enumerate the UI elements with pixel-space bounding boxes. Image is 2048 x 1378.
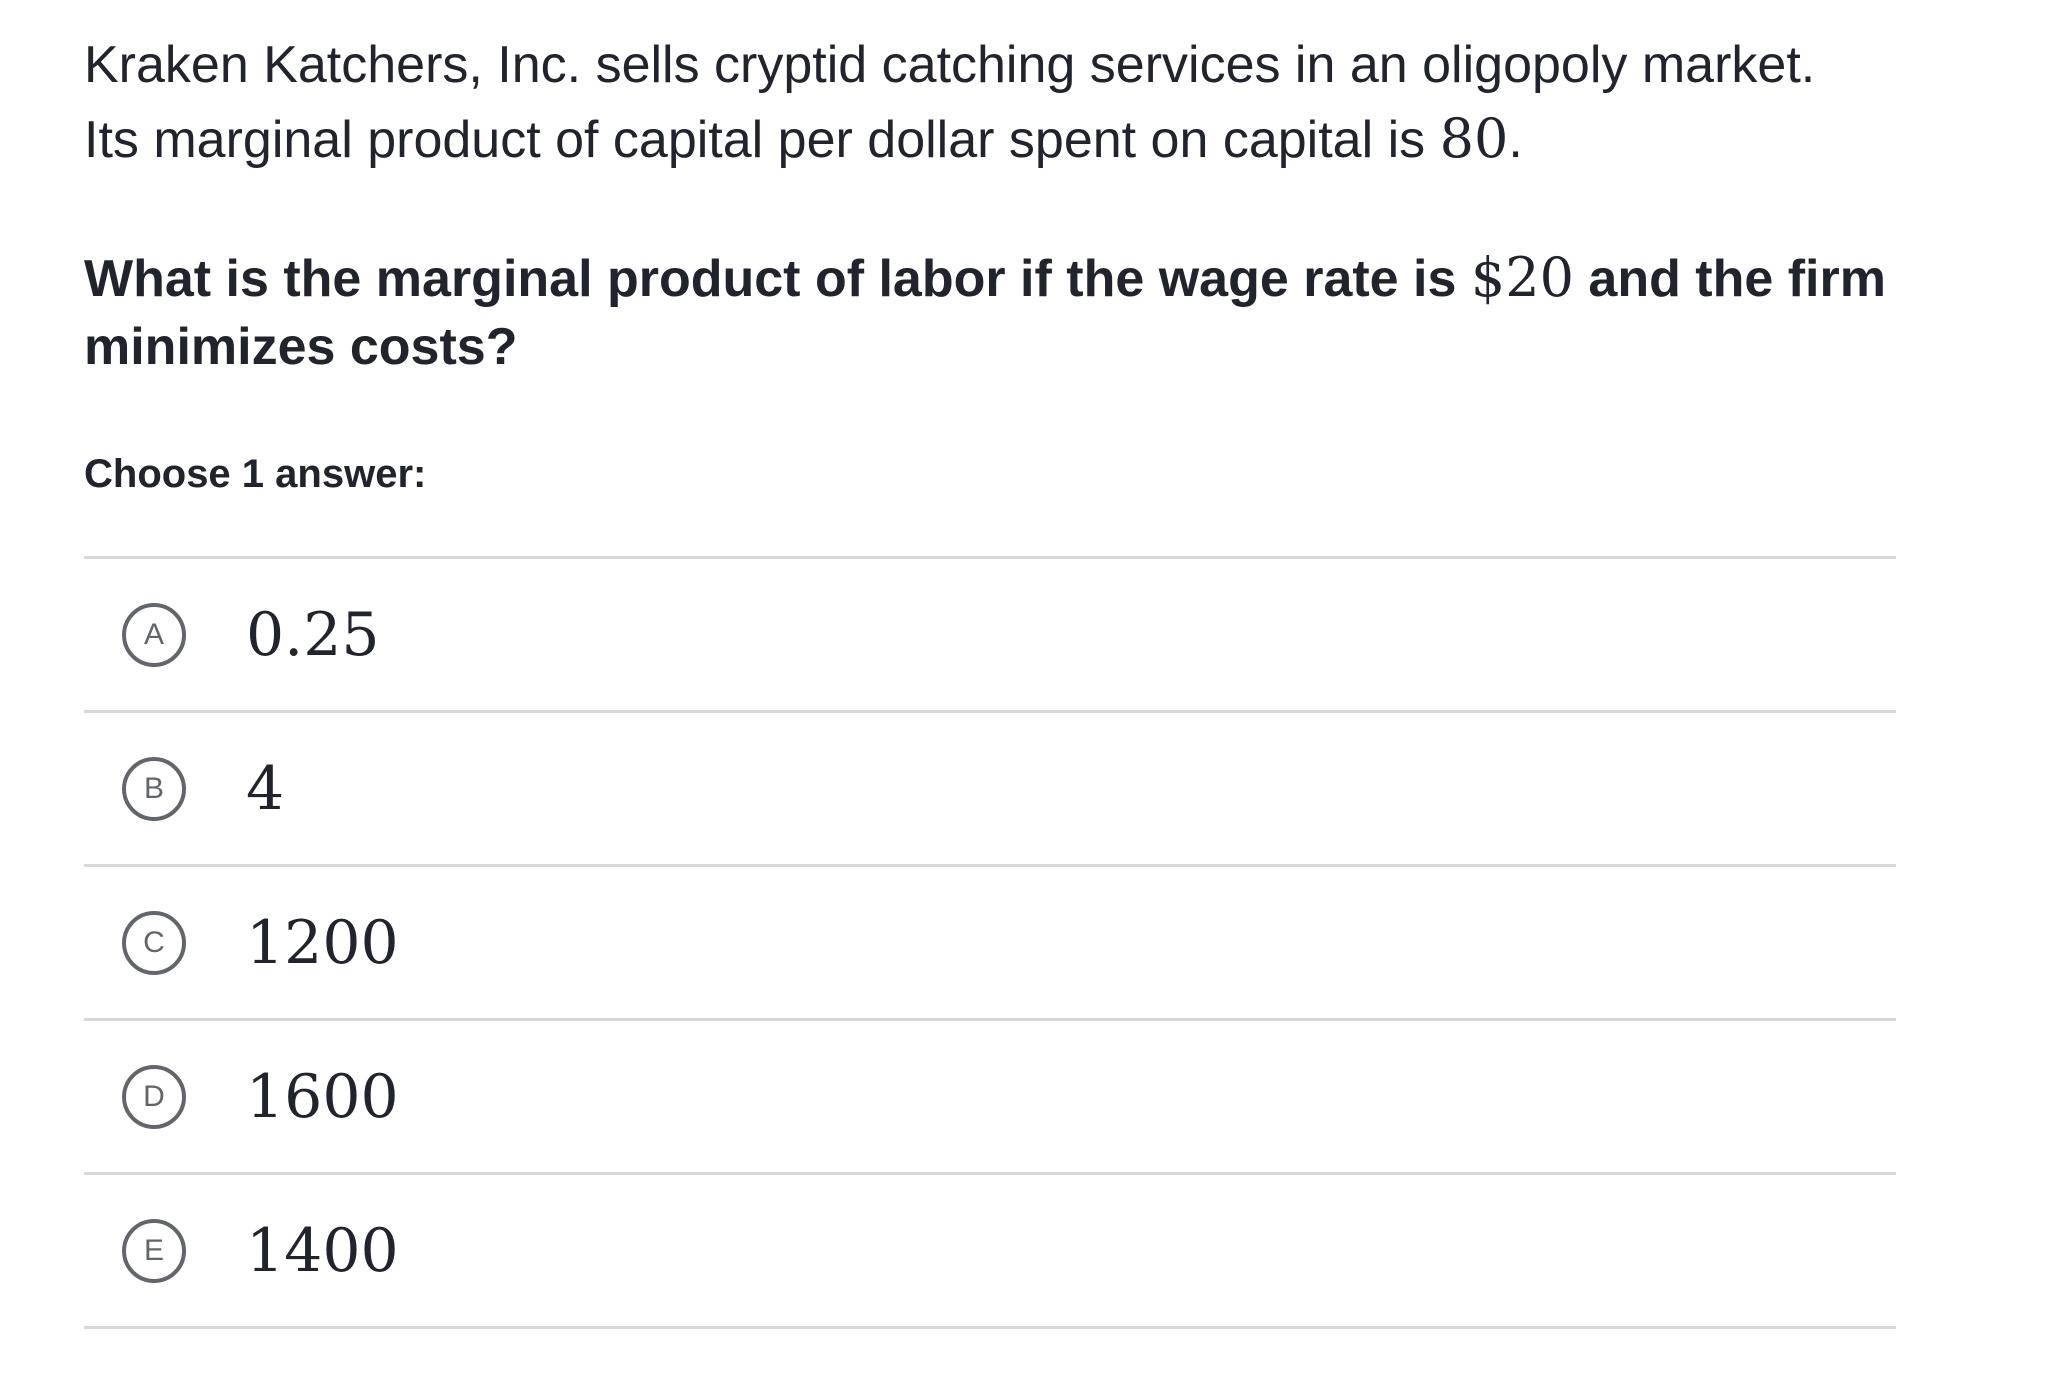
- intro-line-1: Kraken Katchers, Inc. sells cryptid catc…: [84, 36, 1816, 94]
- problem-intro: Kraken Katchers, Inc. sells cryptid catc…: [84, 0, 1904, 177]
- capital-mp-value: 80: [1439, 107, 1509, 170]
- choose-prompt: Choose 1 answer:: [84, 452, 427, 496]
- choice-letter-c: C: [122, 911, 186, 975]
- choice-letter-b: B: [122, 757, 186, 821]
- choice-letter-d: D: [122, 1065, 186, 1129]
- choice-b[interactable]: B 4: [84, 713, 1896, 867]
- intro-line-2: Its marginal product of capital per doll…: [84, 111, 1440, 169]
- choice-a[interactable]: A 0.25: [84, 559, 1896, 713]
- choice-letter-a: A: [122, 603, 186, 667]
- choice-c[interactable]: C 1200: [84, 867, 1896, 1021]
- choice-value-a: 0.25: [246, 600, 380, 670]
- question-text-before: What is the marginal product of labor if…: [84, 250, 1471, 308]
- question-text-after: and the firm minimizes costs?: [84, 250, 1886, 376]
- choice-value-e: 1400: [246, 1216, 399, 1286]
- question-text: What is the marginal product of labor if…: [84, 244, 1904, 381]
- answer-choices: A 0.25 B 4 C 1200 D 1600 E 1400: [84, 556, 1896, 1329]
- choice-value-c: 1200: [246, 908, 399, 978]
- exercise-content: Kraken Katchers, Inc. sells cryptid catc…: [84, 0, 1904, 1329]
- choice-value-d: 1600: [246, 1062, 399, 1132]
- intro-line-2-end: .: [1508, 111, 1523, 169]
- choice-d[interactable]: D 1600: [84, 1021, 1896, 1175]
- choice-letter-e: E: [122, 1219, 186, 1283]
- choice-e[interactable]: E 1400: [84, 1175, 1896, 1329]
- choice-value-b: 4: [246, 754, 285, 824]
- wage-value: $20: [1470, 246, 1574, 309]
